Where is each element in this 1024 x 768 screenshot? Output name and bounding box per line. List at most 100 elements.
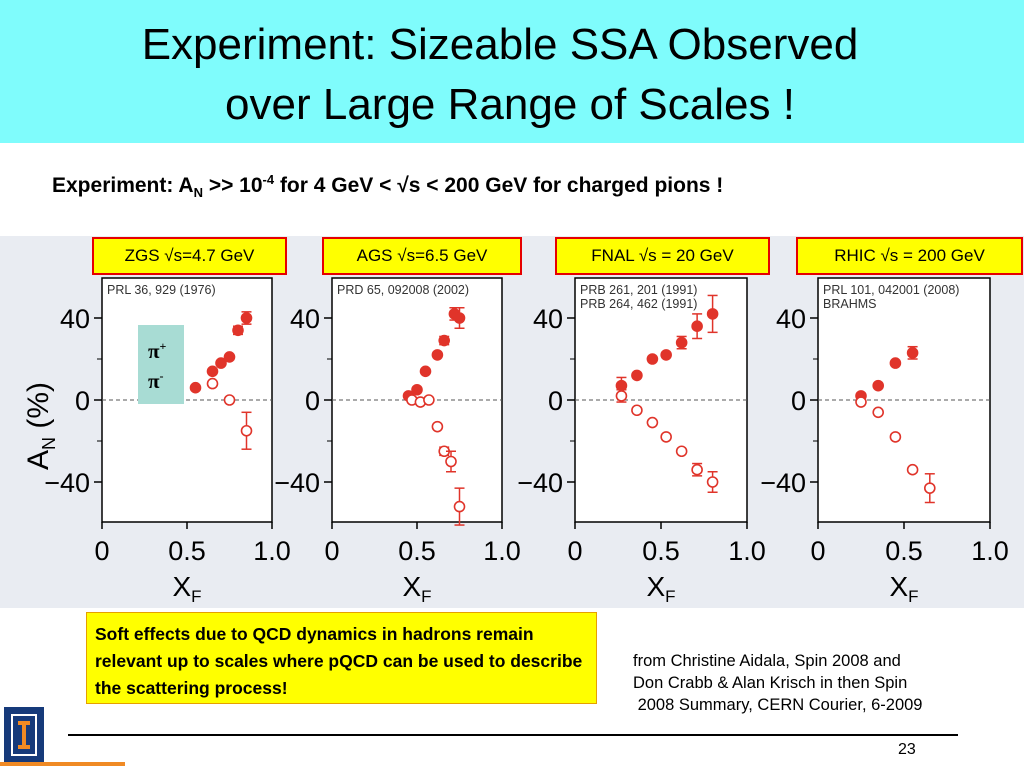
data-point-pi-minus (872, 406, 885, 419)
data-point-pi-minus (206, 377, 219, 390)
data-point-pi-minus (431, 420, 444, 433)
x-tick-label: 0 (810, 536, 825, 566)
data-point-pi-plus (223, 351, 236, 363)
data-point-pi-minus (706, 476, 719, 488)
x-tick-label: 0.5 (642, 536, 680, 566)
y-tick-label: −40 (274, 468, 320, 498)
subtitle-mid: >> 10 (202, 174, 263, 197)
y-axis-label-suffix: (%) (22, 382, 55, 437)
data-point-pi-plus (889, 357, 902, 369)
panel-2: 40 0 −40 0 0.5 1.0 XF PRB 261, 201 (1991)PRB 26… (517, 277, 766, 606)
data-point-pi-plus (206, 365, 219, 378)
x-tick-label: 0 (324, 536, 339, 566)
data-point-pi-plus (431, 349, 444, 361)
university-logo-icon (4, 707, 44, 763)
x-tick-label: 0.5 (398, 536, 436, 566)
legend-box: π+ π- (138, 325, 184, 404)
reference-text: PRL 36, 929 (1976) (107, 283, 216, 297)
data-point-pi-plus (215, 357, 227, 369)
panel-1: 40 0 −40 0 0.5 1.0 XF PRD 65, 092008 (2002) (274, 277, 521, 606)
data-point-pi-plus (411, 383, 423, 396)
data-point-pi-plus (675, 336, 688, 349)
page-number: 23 (898, 741, 916, 758)
y-tick-label: 40 (60, 304, 90, 334)
data-point-pi-plus (240, 312, 253, 324)
data-point-pi-minus (675, 445, 688, 458)
data-point-pi-minus (615, 390, 628, 402)
y-tick-label: 40 (533, 304, 563, 334)
x-axis-label-sub: F (908, 587, 918, 606)
x-tick-label: 0 (94, 536, 109, 566)
panel-label-rhic: RHIC √s = 200 GeV (796, 237, 1023, 275)
data-point-pi-minus (240, 424, 253, 437)
credit-line-3: 2008 Summary, CERN Courier, 6-2009 (633, 696, 923, 714)
data-point-pi-plus (906, 347, 919, 359)
legend-pi-minus-symbol: π (148, 369, 160, 393)
reference-text: PRL 101, 042001 (2008) (823, 283, 959, 297)
y-tick-label: −40 (517, 468, 563, 498)
data-point-pi-minus (423, 394, 435, 406)
reference-text: PRB 264, 462 (1991) (580, 297, 697, 311)
reference-text: BRAHMS (823, 297, 876, 311)
data-point-pi-minus (660, 431, 672, 443)
x-tick-label: 1.0 (728, 536, 766, 566)
x-axis-label-sub: F (421, 587, 431, 606)
note-box: Soft effects due to QCD dynamics in hadr… (86, 612, 597, 704)
data-point-pi-plus (660, 349, 672, 361)
x-axis-label: XF (889, 571, 918, 606)
logo-glyph (11, 714, 37, 756)
subtitle-suffix: for 4 GeV < √s < 200 GeV for charged pio… (274, 174, 724, 197)
logo-stripe (0, 762, 125, 766)
y-tick-label: 0 (548, 386, 563, 416)
subtitle-prefix: Experiment: A (52, 174, 194, 197)
x-tick-label: 1.0 (971, 536, 1009, 566)
x-axis-label: XF (172, 571, 201, 606)
panel-label-ags: AGS √s=6.5 GeV (322, 237, 522, 275)
data-point-pi-plus (631, 369, 643, 382)
slide-title-line-1: Experiment: Sizeable SSA Observed (141, 20, 859, 69)
data-point-pi-minus (691, 463, 703, 476)
y-tick-label: 40 (776, 304, 806, 334)
panel-label-zgs: ZGS √s=4.7 GeV (92, 237, 287, 275)
reference-text: PRB 261, 201 (1991) (580, 283, 697, 297)
legend-pi-plus: π+ (148, 339, 166, 364)
x-axis-label-sub: F (191, 587, 201, 606)
subtitle-sub: N (193, 185, 203, 201)
x-tick-label: 0.5 (885, 536, 923, 566)
x-axis-label: XF (402, 571, 431, 606)
y-tick-label: −40 (760, 468, 806, 498)
slide-title-line-2: over Large Range of Scales ! (225, 80, 795, 129)
legend-pi-plus-sup: + (159, 339, 167, 353)
slide-subtitle: Experiment: AN >> 10-4 for 4 GeV < √s < … (52, 172, 723, 200)
data-point-pi-plus (189, 381, 202, 394)
legend-pi-minus: π- (148, 369, 164, 394)
data-point-pi-minus (889, 431, 902, 443)
credit-line-1: from Christine Aidala, Spin 2008 and (633, 652, 901, 670)
data-point-pi-plus (691, 320, 703, 333)
legend-pi-minus-sup: - (159, 369, 164, 383)
panel-label-fnal: FNAL √s = 20 GeV (555, 237, 770, 275)
y-tick-label: −40 (44, 468, 90, 498)
y-tick-label: 40 (290, 304, 320, 334)
x-tick-label: 0 (567, 536, 582, 566)
reference-text: PRD 65, 092008 (2002) (337, 283, 469, 297)
panel-0: 40 0 −40 0 0.5 1.0 XF PRL 36, 929 (1976) (44, 277, 291, 606)
data-point-pi-minus (631, 404, 643, 417)
credit-text: from Christine Aidala, Spin 2008 and Don… (633, 650, 922, 716)
y-axis-label-main: A (22, 450, 55, 470)
data-point-pi-plus (646, 353, 659, 365)
x-axis-label: XF (646, 571, 675, 606)
y-tick-label: 0 (791, 386, 806, 416)
subtitle-sup: -4 (262, 172, 275, 187)
panel-3: 40 0 −40 0 0.5 1.0 XF PRL 101, 042001 (2008)BRA… (760, 277, 1009, 606)
y-tick-label: 0 (75, 386, 90, 416)
legend-pi-plus-symbol: π (148, 339, 160, 363)
footer-divider (68, 734, 958, 736)
data-point-pi-minus (855, 396, 867, 408)
x-axis-label-sub: F (665, 587, 675, 606)
data-point-pi-minus (646, 416, 659, 429)
credit-line-2: Don Crabb & Alan Krisch in then Spin (633, 674, 908, 692)
y-axis-label-sub: N (39, 437, 59, 450)
x-tick-label: 1.0 (253, 536, 291, 566)
data-point-pi-plus (438, 334, 451, 347)
